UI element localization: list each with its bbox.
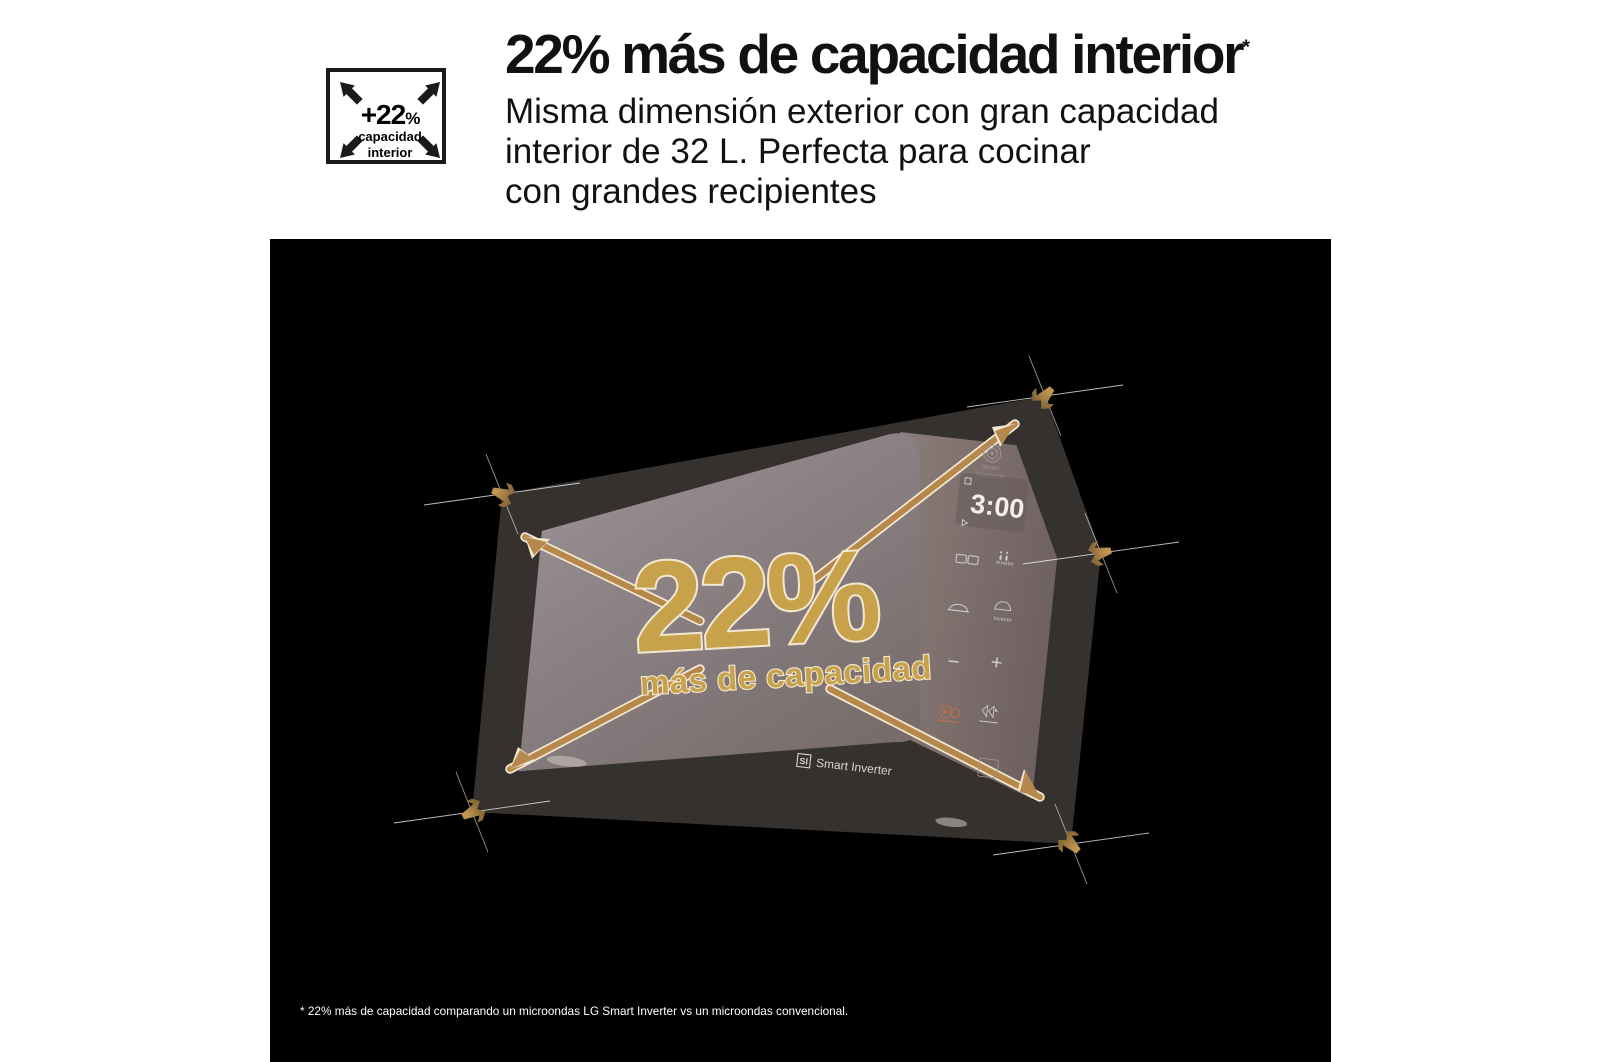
- svg-text:SI: SI: [799, 756, 809, 767]
- svg-text:3:00: 3:00: [969, 489, 1026, 525]
